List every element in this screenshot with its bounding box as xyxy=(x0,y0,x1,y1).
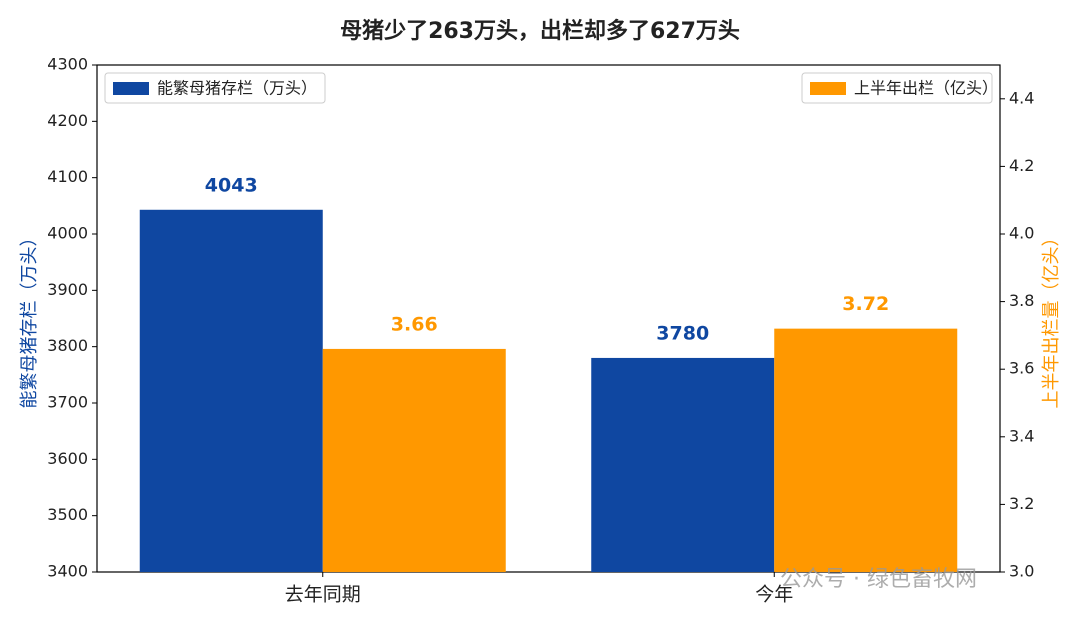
y2-tick-label: 4.4 xyxy=(1009,88,1034,107)
value-label: 3.72 xyxy=(842,293,889,315)
y-tick-label: 4000 xyxy=(47,224,88,243)
y-tick-label: 3600 xyxy=(47,449,88,468)
chart-title: 母猪少了263万头，出栏却多了627万头 xyxy=(340,18,740,44)
x-tick-label: 今年 xyxy=(755,584,793,606)
legend-swatch xyxy=(810,82,846,95)
watermark: 公众号 · 绿色畜牧网 xyxy=(780,567,977,592)
value-label: 3780 xyxy=(656,322,709,344)
y-tick-label: 3500 xyxy=(47,505,88,524)
y2-tick-label: 3.4 xyxy=(1009,426,1034,445)
y2-tick-label: 3.6 xyxy=(1009,359,1034,378)
bar xyxy=(774,328,958,572)
legend-label: 上半年出栏（亿头） xyxy=(854,79,998,98)
y-axis-label: 能繁母猪存栏（万头） xyxy=(19,229,40,409)
y2-tick-label: 4.0 xyxy=(1009,224,1034,243)
bar xyxy=(139,209,323,572)
y-tick-label: 4300 xyxy=(47,55,88,74)
legend-label: 能繁母猪存栏（万头） xyxy=(157,79,317,98)
y-tick-label: 4200 xyxy=(47,111,88,130)
legend-swatch xyxy=(113,82,149,95)
x-tick-label: 去年同期 xyxy=(285,584,361,606)
y-tick-label: 3700 xyxy=(47,393,88,412)
legend-box xyxy=(104,72,326,104)
y2-tick-label: 4.2 xyxy=(1009,156,1034,175)
value-label: 3.66 xyxy=(391,313,438,335)
y-tick-label: 3800 xyxy=(47,336,88,355)
y-tick-label: 3900 xyxy=(47,280,88,299)
y2-axis-label: 上半年出栏量（亿头） xyxy=(1041,229,1062,409)
plot-frame xyxy=(96,64,1001,573)
y2-tick-label: 3.0 xyxy=(1009,562,1034,581)
y2-tick-label: 3.8 xyxy=(1009,291,1034,310)
y-tick-label: 4100 xyxy=(47,167,88,186)
y2-tick-label: 3.2 xyxy=(1009,494,1034,513)
bar xyxy=(591,357,775,572)
bar xyxy=(322,348,506,572)
y-tick-label: 3400 xyxy=(47,562,88,581)
legend-box xyxy=(801,72,993,104)
value-label: 4043 xyxy=(205,174,258,196)
